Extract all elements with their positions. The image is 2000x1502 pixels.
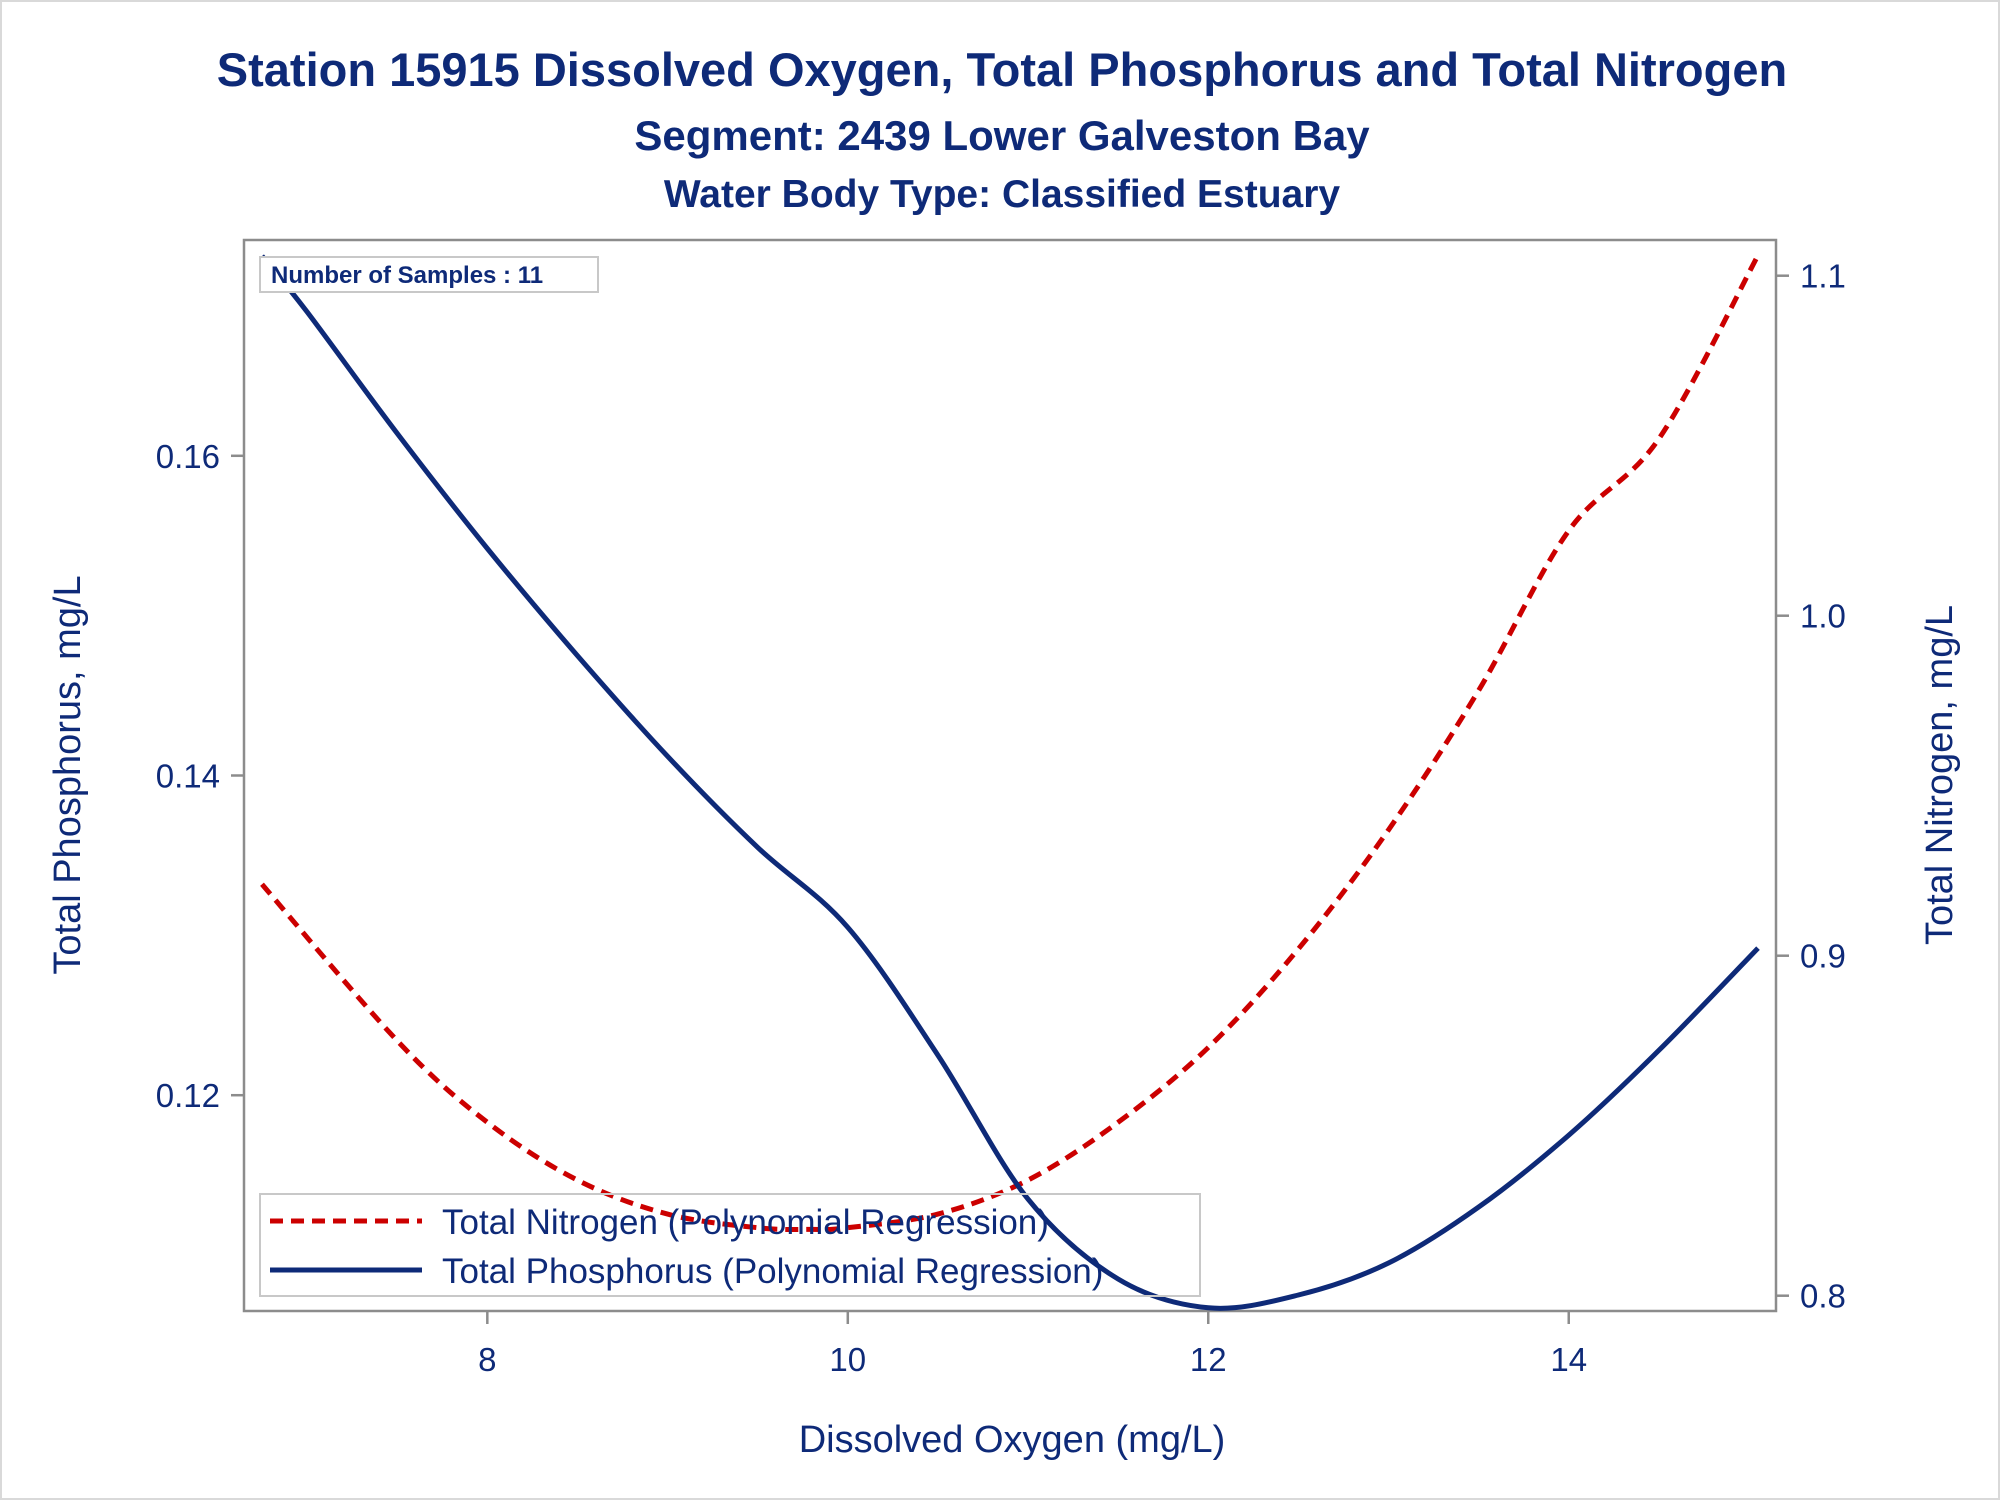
y-left-axis-label: Total Phosphorus, mg/L xyxy=(47,575,89,974)
x-axis-ticks: 8 10 12 14 xyxy=(478,1311,1587,1378)
x-tick-label: 8 xyxy=(478,1341,496,1378)
series-line-total-phosphorus xyxy=(260,254,1760,1311)
y-left-tick-label: 0.16 xyxy=(156,438,220,475)
y-right-axis-label: Total Nitrogen, mg/L xyxy=(1919,605,1961,945)
chart-title: Station 15915 Dissolved Oxygen, Total Ph… xyxy=(217,43,1787,96)
x-tick-label: 10 xyxy=(829,1341,866,1378)
x-tick-label: 12 xyxy=(1190,1341,1227,1378)
y-right-tick-label: 1.1 xyxy=(1800,258,1846,295)
y-right-tick-label: 0.8 xyxy=(1800,1278,1846,1315)
y-right-tick-label: 0.9 xyxy=(1800,938,1846,975)
x-axis-label: Dissolved Oxygen (mg/L) xyxy=(799,1419,1226,1461)
sample-count-box xyxy=(259,256,599,293)
plot-area xyxy=(242,238,1778,1313)
y-right-tick-label: 1.0 xyxy=(1800,598,1846,635)
legend: Total Nitrogen (Polynomial Regression) T… xyxy=(259,1193,1201,1297)
y-left-tick-label: 0.12 xyxy=(156,1077,220,1114)
chart-subtitle: Segment: 2439 Lower Galveston Bay xyxy=(634,112,1370,159)
legend-label-nitrogen: Total Nitrogen (Polynomial Regression) xyxy=(442,1203,1049,1242)
y-right-axis-ticks: 0.8 0.9 1.0 1.1 xyxy=(1776,258,1846,1315)
x-tick-label: 14 xyxy=(1550,1341,1587,1378)
legend-box xyxy=(259,1193,1201,1297)
y-left-tick-label: 0.14 xyxy=(156,758,220,795)
chart-subtitle-2: Water Body Type: Classified Estuary xyxy=(664,173,1340,216)
series-layer xyxy=(260,254,1761,1311)
y-left-axis-ticks: 0.12 0.14 0.16 xyxy=(156,438,244,1114)
legend-label-phosphorus: Total Phosphorus (Polynomial Regression) xyxy=(442,1252,1103,1291)
series-line-total-nitrogen xyxy=(260,254,1761,1233)
sample-count-label: Number of Samples : 11 xyxy=(271,262,543,289)
